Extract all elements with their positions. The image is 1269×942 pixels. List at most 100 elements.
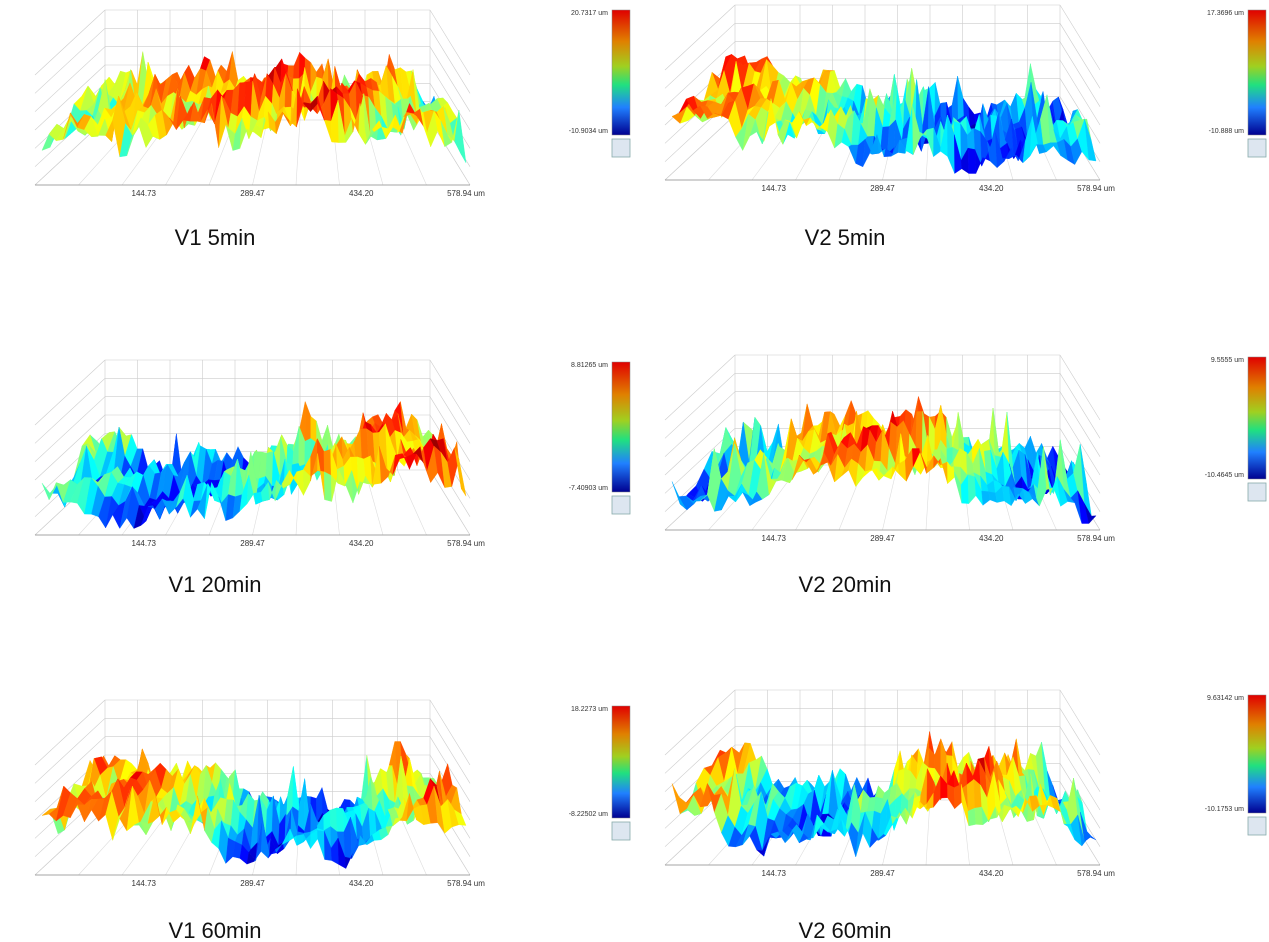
x-tick-label: 144.73 xyxy=(762,534,787,543)
surface-facet xyxy=(305,402,311,442)
caption: V2 20min xyxy=(799,572,892,597)
grid-line xyxy=(430,28,470,93)
caption: V1 20min xyxy=(169,572,262,597)
colorbar-icon xyxy=(612,822,630,840)
colorbar-min: -10.888 um xyxy=(1209,128,1245,135)
colorbar-max: 8.81265 um xyxy=(571,362,608,369)
grid-line xyxy=(35,378,105,443)
surface-facet xyxy=(968,808,976,826)
surface-facet xyxy=(336,808,343,832)
grid-line xyxy=(665,355,735,420)
surface-facet xyxy=(324,472,331,502)
x-tick-label: 578.94 um xyxy=(447,879,485,888)
x-tick-label: 578.94 um xyxy=(447,189,485,198)
x-tick-label: 144.73 xyxy=(762,869,787,878)
grid-line xyxy=(796,465,833,530)
x-tick-label: 144.73 xyxy=(132,539,157,548)
surface-facet xyxy=(958,757,964,771)
x-tick-label: 289.47 xyxy=(240,539,265,548)
grid-line xyxy=(430,700,470,765)
colorbar-icon xyxy=(612,496,630,514)
figure: 144.73 289.47 434.20 578.94 um V1 5min 20.731… xyxy=(0,0,1269,942)
surface-panel: 144.73 289.47 434.20 578.94 um xyxy=(35,10,485,198)
grid-line xyxy=(398,470,427,535)
x-tick-label: 289.47 xyxy=(240,189,265,198)
x-tick-label: 434.20 xyxy=(349,879,374,888)
colorbar-min: -10.4645 um xyxy=(1205,472,1244,479)
grid-line xyxy=(1060,690,1100,755)
surface-facet xyxy=(967,779,975,811)
grid-line xyxy=(1060,5,1100,70)
grid-line xyxy=(35,810,105,875)
surface-facet xyxy=(672,784,687,814)
colorbar-min: -10.9034 um xyxy=(569,128,608,135)
x-tick-label: 434.20 xyxy=(979,534,1004,543)
grid-line xyxy=(1060,23,1100,88)
surface-facet xyxy=(296,834,303,845)
grid-line xyxy=(430,10,470,75)
x-tick-label: 434.20 xyxy=(349,539,374,548)
surface-facet xyxy=(954,784,961,808)
x-tick-label: 289.47 xyxy=(870,534,895,543)
colorbar-max: 20.7317 um xyxy=(571,10,608,17)
grid-line xyxy=(1060,355,1100,420)
x-tick-label: 578.94 um xyxy=(1077,534,1115,543)
caption: V2 5min xyxy=(805,225,886,250)
colorbar-icon xyxy=(612,139,630,157)
surface-facet xyxy=(968,475,976,504)
grid-line xyxy=(296,120,300,185)
grid-line xyxy=(665,690,735,755)
grid-line xyxy=(665,115,735,180)
colorbar-max: 9.5555 um xyxy=(1211,357,1244,364)
x-tick-label: 578.94 um xyxy=(447,539,485,548)
grid-line xyxy=(1060,727,1100,792)
surface-panel: 144.73 289.47 434.20 578.94 um xyxy=(665,355,1115,543)
grid-line xyxy=(1060,42,1100,107)
surface-facet xyxy=(946,742,952,756)
colorbar xyxy=(1248,357,1266,479)
surface-panel: 144.73 289.47 434.20 578.94 um xyxy=(665,5,1115,193)
x-tick-label: 289.47 xyxy=(870,184,895,193)
x-tick-label: 289.47 xyxy=(240,879,265,888)
grid-line xyxy=(430,378,470,443)
surface-facet xyxy=(898,460,906,481)
caption: V1 5min xyxy=(175,225,256,250)
surface-facet xyxy=(324,449,331,475)
surface-facet xyxy=(296,470,303,495)
x-tick-label: 434.20 xyxy=(979,869,1004,878)
colorbar-icon xyxy=(1248,483,1266,501)
colorbar-max: 9.63142 um xyxy=(1207,695,1244,702)
surface-facet xyxy=(317,830,324,859)
surface-facet xyxy=(293,52,299,78)
x-tick-label: 144.73 xyxy=(762,184,787,193)
x-tick-label: 434.20 xyxy=(979,184,1004,193)
grid-line xyxy=(926,465,930,530)
grid-line xyxy=(166,120,203,185)
colorbar-icon xyxy=(1248,139,1266,157)
surface-facet xyxy=(455,448,466,497)
surface-facet xyxy=(316,64,322,79)
grid-line xyxy=(35,360,105,425)
colorbar-max: 17.3696 um xyxy=(1207,10,1244,17)
grid-line xyxy=(665,5,735,70)
colorbar xyxy=(1248,10,1266,135)
colorbar-min: -7.40903 um xyxy=(569,485,608,492)
colorbar-min: -8.22502 um xyxy=(569,811,608,818)
x-tick-label: 144.73 xyxy=(132,879,157,888)
surface-facet xyxy=(947,785,954,809)
x-tick-label: 434.20 xyxy=(349,189,374,198)
grid-line xyxy=(35,10,105,75)
colorbar-max: 18.2273 um xyxy=(571,706,608,713)
grid-line xyxy=(35,700,105,765)
grid-line xyxy=(35,28,105,93)
colorbar xyxy=(612,10,630,135)
colorbar xyxy=(612,706,630,818)
x-tick-label: 144.73 xyxy=(132,189,157,198)
caption: V1 60min xyxy=(169,918,262,942)
x-tick-label: 578.94 um xyxy=(1077,184,1115,193)
surface-panel: 144.73 289.47 434.20 578.94 um xyxy=(35,360,485,548)
colorbar-min: -10.1753 um xyxy=(1205,806,1244,813)
x-tick-label: 578.94 um xyxy=(1077,869,1115,878)
surface-facet xyxy=(324,120,331,142)
